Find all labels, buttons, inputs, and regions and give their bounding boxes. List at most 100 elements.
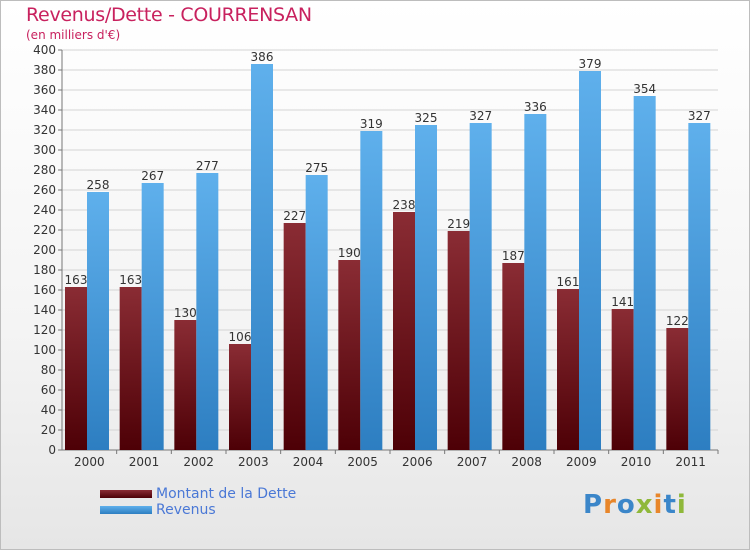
x-tick-label: 2011 <box>675 455 706 469</box>
grid-lines <box>62 49 718 451</box>
logo-letter: i <box>653 490 664 520</box>
x-tick-label: 2008 <box>511 455 542 469</box>
x-tick-label: 2000 <box>74 455 105 469</box>
y-tick-label: 200 <box>33 243 56 257</box>
y-tick-label: 360 <box>33 83 56 97</box>
value-labels: 163 258 163 267 130 277 106 386 227 275 190 319 238 3… <box>65 50 711 344</box>
bar-dette <box>611 309 634 450</box>
y-tick-label: 80 <box>41 363 56 377</box>
bar-revenus <box>196 173 219 450</box>
y-tick-label: 60 <box>41 383 56 397</box>
value-label-revenus: 325 <box>415 111 438 125</box>
bar-revenus <box>87 192 109 450</box>
bar-dette <box>119 287 142 450</box>
value-label-revenus: 379 <box>579 57 602 71</box>
y-tick-label: 240 <box>33 203 56 217</box>
bar-dette <box>174 320 197 450</box>
bar-dette <box>65 287 87 450</box>
y-tick-label: 100 <box>33 343 56 357</box>
value-label-revenus: 327 <box>688 109 711 123</box>
value-label-dette: 219 <box>447 217 470 231</box>
logo-letter: P <box>583 490 604 520</box>
y-tick-label: 320 <box>33 123 56 137</box>
value-label-dette: 130 <box>174 306 197 320</box>
bar-revenus <box>415 125 437 450</box>
y-tick-label: 380 <box>33 63 56 77</box>
axes: 0 20 40 60 80 100 120 140 160 180 200 220 240 260 280 3… <box>33 43 719 469</box>
y-tick-label: 220 <box>33 223 56 237</box>
value-label-dette: 227 <box>283 209 306 223</box>
y-tick-label: 160 <box>33 283 56 297</box>
bar-revenus <box>251 64 273 450</box>
bar-revenus <box>579 71 601 450</box>
value-label-revenus: 327 <box>469 109 492 123</box>
x-tick-label: 2003 <box>238 455 269 469</box>
bar-dette <box>338 260 361 450</box>
bar-revenus <box>524 114 547 450</box>
bar-dette <box>557 289 579 450</box>
x-tick-label: 2010 <box>621 455 652 469</box>
y-tick-label: 400 <box>33 43 56 57</box>
bar-revenus <box>305 175 328 450</box>
bar-revenus <box>633 96 656 450</box>
chart-title: Revenus/Dette - COURRENSAN <box>26 4 312 26</box>
y-tick-label: 140 <box>33 303 56 317</box>
logo-letter: i <box>676 490 687 520</box>
x-tick-label: 2005 <box>347 455 378 469</box>
value-label-dette: 122 <box>666 314 689 328</box>
value-label-revenus: 354 <box>633 82 656 96</box>
legend-swatch-revenus <box>100 506 152 514</box>
bar-dette <box>447 231 470 450</box>
bar-revenus <box>469 123 492 450</box>
legend-swatch-dette <box>100 490 152 498</box>
y-tick-label: 20 <box>41 423 56 437</box>
bar-dette <box>666 328 689 450</box>
bar-dette <box>283 223 306 450</box>
bar-revenus <box>688 123 711 450</box>
y-tick-label: 0 <box>48 443 56 457</box>
proxiti-logo: Proxiti <box>583 490 687 520</box>
x-tick-label: 2009 <box>566 455 597 469</box>
logo-letter: x <box>635 490 654 520</box>
legend-label-dette: Montant de la Dette <box>156 486 297 502</box>
bars <box>65 64 711 450</box>
value-label-revenus: 336 <box>524 100 547 114</box>
value-label-revenus: 258 <box>87 178 110 192</box>
value-label-dette: 187 <box>502 249 525 263</box>
logo-letter: r <box>603 490 617 520</box>
bar-dette <box>229 344 251 450</box>
logo-letter: t <box>663 490 677 520</box>
bar-dette <box>393 212 415 450</box>
value-label-dette: 161 <box>557 275 580 289</box>
y-tick-label: 120 <box>33 323 56 337</box>
value-label-revenus: 319 <box>360 117 383 131</box>
y-tick-label: 280 <box>33 163 56 177</box>
x-tick-label: 2004 <box>293 455 324 469</box>
value-label-revenus: 275 <box>305 161 328 175</box>
value-label-dette: 190 <box>338 246 361 260</box>
x-tick-label: 2001 <box>129 455 160 469</box>
value-label-dette: 238 <box>393 198 416 212</box>
y-tick-label: 40 <box>41 403 56 417</box>
y-tick-label: 180 <box>33 263 56 277</box>
x-tick-label: 2007 <box>457 455 488 469</box>
value-label-dette: 163 <box>119 273 142 287</box>
value-label-revenus: 386 <box>251 50 274 64</box>
value-label-dette: 141 <box>611 295 634 309</box>
value-label-dette: 163 <box>65 273 88 287</box>
logo-letter: o <box>616 490 636 520</box>
x-tick-label: 2002 <box>183 455 214 469</box>
value-label-dette: 106 <box>229 330 252 344</box>
y-tick-label: 260 <box>33 183 56 197</box>
value-label-revenus: 267 <box>141 169 164 183</box>
bar-revenus <box>141 183 164 450</box>
y-tick-label: 300 <box>33 143 56 157</box>
legend-label-revenus: Revenus <box>156 502 216 518</box>
bar-revenus <box>360 131 383 450</box>
bar-dette <box>502 263 525 450</box>
y-tick-label: 340 <box>33 103 56 117</box>
x-tick-label: 2006 <box>402 455 433 469</box>
chart-subtitle: (en milliers d'€) <box>26 28 121 42</box>
value-label-revenus: 277 <box>196 159 219 173</box>
